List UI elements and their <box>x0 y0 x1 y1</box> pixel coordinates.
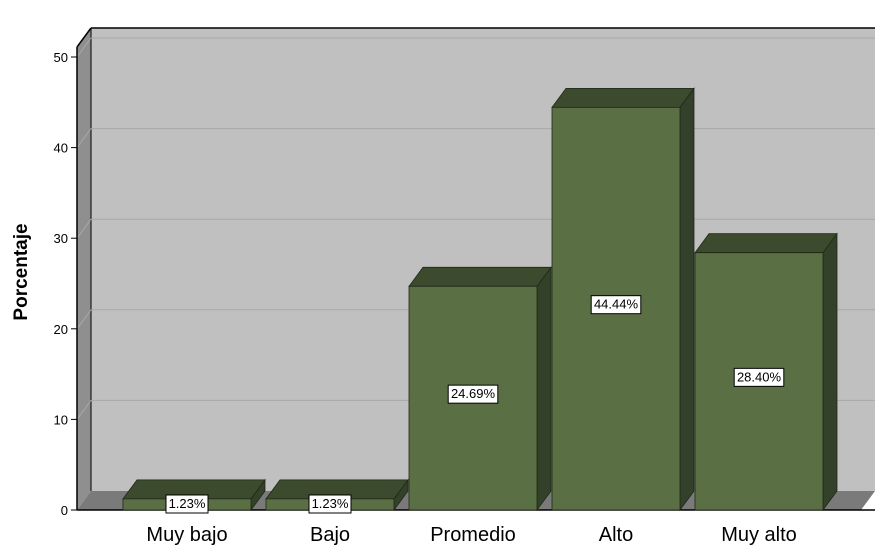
bar-side <box>822 232 838 512</box>
x-tick-label: Promedio <box>430 524 516 545</box>
data-label: 1.23% <box>165 494 209 514</box>
y-tick-label: 20 <box>54 322 68 337</box>
gridline-side <box>76 128 92 148</box>
y-tick-label: 40 <box>54 141 68 156</box>
bar-top <box>408 266 552 287</box>
gridline-side <box>76 37 92 58</box>
data-label: 28.40% <box>733 367 785 387</box>
gridline-side <box>76 309 92 330</box>
bar-side <box>679 87 695 512</box>
data-label-text: 1.23% <box>312 496 349 511</box>
data-label-box <box>590 295 642 315</box>
bar-top <box>551 87 695 108</box>
data-label: 24.69% <box>447 384 499 404</box>
y-tick-label: 0 <box>61 503 68 518</box>
bar-top <box>694 233 838 254</box>
gridline-side <box>76 400 92 420</box>
data-label: 44.44% <box>590 295 642 315</box>
x-tick-label: Alto <box>599 524 633 545</box>
y-tick-label: 50 <box>54 50 68 65</box>
x-tick-label: Bajo <box>310 524 350 545</box>
data-labels: 1.23% 1.23% 24.69% 44.44% 28.40% <box>165 295 785 514</box>
data-label-box <box>308 494 352 514</box>
y-tick-label: 30 <box>54 231 68 246</box>
data-label-text: 28.40% <box>737 369 782 384</box>
wall-corner-edge <box>76 27 92 48</box>
side-wall <box>77 28 91 510</box>
data-label-text: 44.44% <box>594 297 639 312</box>
gridline-side <box>76 218 92 239</box>
data-label-box <box>733 367 785 387</box>
data-label-text: 24.69% <box>451 386 496 401</box>
x-tick-label: Muy alto <box>721 524 797 545</box>
data-label-box <box>165 494 209 514</box>
data-label: 1.23% <box>308 494 352 514</box>
data-label-box <box>447 384 499 404</box>
data-label-text: 1.23% <box>169 496 206 511</box>
bar-side <box>536 266 552 512</box>
x-axis-categories: Muy bajo Bajo Promedio Alto Muy alto <box>146 524 797 546</box>
y-axis-label: Porcentaje <box>11 223 32 320</box>
y-tick-label: 10 <box>54 412 68 427</box>
x-tick-label: Muy bajo <box>146 524 227 545</box>
